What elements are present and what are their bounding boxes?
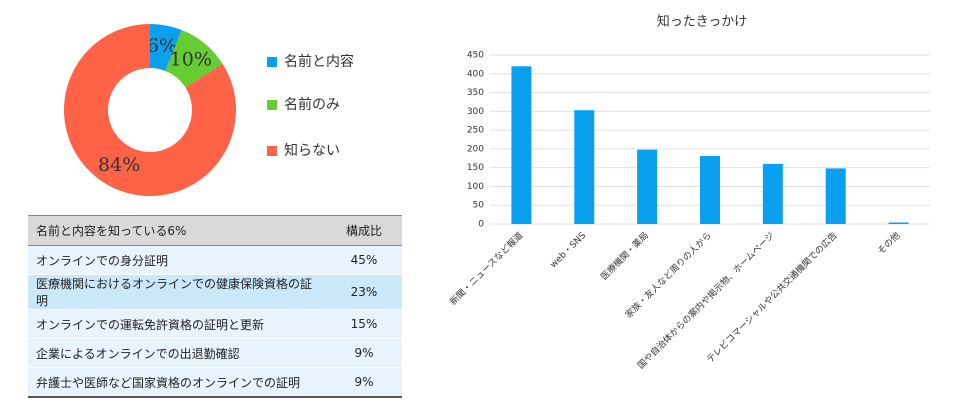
x-tick-label: 新聞・ニュースなど報道	[447, 229, 525, 307]
table-header-cell: 名前と内容を知っている6%	[28, 215, 326, 246]
donut-segment	[165, 30, 223, 88]
x-tick-label: テレビコマーシャルや公共交通機関での広告	[704, 229, 840, 365]
y-tick-label: 150	[467, 163, 484, 173]
table-cell: オンラインでの運転免許資格の証明と更新	[28, 309, 326, 339]
x-tick-label: その他	[875, 229, 903, 257]
table-row: オンラインでの運転免許資格の証明と更新 15%	[28, 309, 402, 339]
table-row: オンラインでの身分証明 45%	[28, 245, 402, 275]
y-tick-label: 250	[467, 126, 484, 136]
table-cell: 医療機関におけるオンラインでの健康保険資格の証明	[28, 274, 326, 310]
bar	[888, 222, 909, 224]
table-header-cell: 構成比	[326, 215, 402, 246]
table-cell: 9%	[326, 338, 402, 368]
table-header-row: 名前と内容を知っている6% 構成比	[28, 215, 402, 246]
bar	[574, 110, 595, 224]
chart-title: 知ったきっかけ	[657, 14, 747, 30]
table-row: 医療機関におけるオンラインでの健康保険資格の証明 23%	[28, 274, 402, 310]
y-tick-label: 200	[467, 144, 484, 154]
legend-label: 知らない	[284, 142, 340, 159]
table-cell: 弁護士や医師など国家資格のオンラインでの証明	[28, 367, 326, 398]
bar	[700, 156, 720, 224]
table-cell: オンラインでの身分証明	[28, 245, 326, 275]
bar	[637, 149, 658, 224]
y-tick-label: 100	[467, 182, 484, 192]
y-tick-label: 350	[467, 88, 484, 98]
bar	[825, 168, 846, 224]
data-label: 10%	[170, 49, 212, 71]
legend-swatch	[267, 100, 277, 110]
x-tick-label: 国や自治体からの案内や掲示物、ホームページ	[635, 229, 777, 371]
legend-label: 名前と内容	[284, 53, 354, 70]
breakdown-table: 名前と内容を知っている6% 構成比 オンラインでの身分証明 45% 医療機関におけるオン…	[28, 215, 402, 398]
bar	[511, 66, 532, 225]
y-tick-label: 400	[467, 69, 484, 79]
legend-label: 名前のみ	[284, 96, 340, 113]
table-cell: 15%	[326, 309, 402, 339]
donut-segment	[63, 24, 237, 197]
x-tick-label: web・SNS	[549, 231, 589, 271]
table-cell: 9%	[326, 367, 402, 398]
table-row: 企業によるオンラインでの出退勤確認 9%	[28, 338, 402, 368]
y-tick-label: 0	[478, 220, 484, 230]
bar	[762, 163, 783, 224]
data-label: 6%	[147, 35, 177, 57]
table-cell: 23%	[326, 274, 402, 310]
y-tick-label: 450	[467, 51, 484, 61]
legend-swatch	[267, 57, 277, 67]
table-cell: 企業によるオンラインでの出退勤確認	[28, 338, 326, 368]
legend-swatch	[267, 146, 277, 156]
table-cell: 45%	[326, 245, 402, 275]
data-label: 84%	[98, 154, 140, 176]
y-tick-label: 300	[467, 107, 484, 117]
donut-segment	[150, 24, 182, 71]
table-row: 弁護士や医師など国家資格のオンラインでの証明 9%	[28, 367, 402, 398]
x-tick-label: 医療機関・薬局	[598, 229, 651, 282]
y-tick-label: 50	[473, 201, 485, 211]
